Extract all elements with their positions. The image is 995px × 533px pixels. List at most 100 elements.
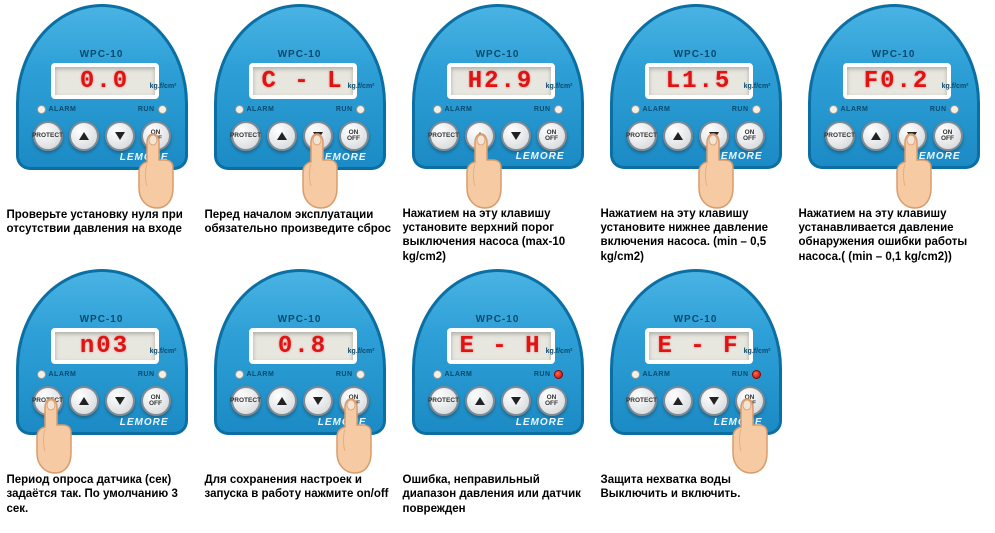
- panel-cell: PRESSURE CONTROLLER WPC-10 F0.2 kg.f/cm²…: [796, 4, 991, 264]
- led-row: ALARM RUN: [235, 105, 365, 114]
- lcd-value: 0.0: [80, 68, 129, 95]
- protect-button[interactable]: PROTECT: [825, 121, 855, 151]
- button-row: PROTECT ONOFF: [33, 386, 171, 416]
- unit-label: kg.f/cm²: [150, 348, 177, 355]
- run-led: [554, 105, 563, 114]
- unit-label: kg.f/cm²: [546, 348, 573, 355]
- controller-grid: PRESSURE CONTROLLER WPC-10 0.0 kg.f/cm² …: [0, 0, 995, 533]
- led-row: ALARM RUN: [433, 105, 563, 114]
- down-button[interactable]: [897, 121, 927, 151]
- protect-button[interactable]: PROTECT: [33, 386, 63, 416]
- up-button[interactable]: [69, 121, 99, 151]
- protect-button[interactable]: PROTECT: [33, 121, 63, 151]
- down-button[interactable]: [105, 386, 135, 416]
- alarm-led-label: ALARM: [841, 106, 869, 113]
- onoff-button[interactable]: ONOFF: [141, 386, 171, 416]
- onoff-button[interactable]: ONOFF: [141, 121, 171, 151]
- onoff-button[interactable]: ONOFF: [735, 386, 765, 416]
- protect-button[interactable]: PROTECT: [429, 386, 459, 416]
- up-button[interactable]: [861, 121, 891, 151]
- model-label: WPC-10: [217, 314, 383, 325]
- up-button[interactable]: [465, 121, 495, 151]
- panel-caption: Нажатием на эту клавишу установите нижне…: [601, 207, 791, 265]
- onoff-button[interactable]: ONOFF: [339, 386, 369, 416]
- brand-label: LEMORE: [714, 151, 763, 162]
- run-led: [356, 370, 365, 379]
- lcd-display: E - H: [447, 328, 555, 364]
- down-button[interactable]: [501, 121, 531, 151]
- lcd-value: E - F: [657, 333, 739, 360]
- button-row: PROTECT ONOFF: [627, 121, 765, 151]
- alarm-led: [631, 105, 640, 114]
- alarm-led: [829, 105, 838, 114]
- alarm-led-label: ALARM: [445, 106, 473, 113]
- run-led-label: RUN: [336, 371, 353, 378]
- lcd-display: C - L: [249, 63, 357, 99]
- alarm-led-label: ALARM: [247, 371, 275, 378]
- panel-cell: PRESSURE CONTROLLER WPC-10 n03 kg.f/cm² …: [4, 269, 199, 529]
- button-row: PROTECT ONOFF: [627, 386, 765, 416]
- alarm-led-label: ALARM: [445, 371, 473, 378]
- button-row: PROTECT ONOFF: [429, 386, 567, 416]
- model-label: WPC-10: [613, 49, 779, 60]
- panel-caption: Нажатием на эту клавишу установите верхн…: [403, 207, 593, 265]
- protect-button[interactable]: PROTECT: [627, 121, 657, 151]
- panel-caption: Защита нехватка воды Выключить и включит…: [601, 473, 791, 502]
- run-led-label: RUN: [138, 371, 155, 378]
- lcd-display: L1.5: [645, 63, 753, 99]
- down-button[interactable]: [105, 121, 135, 151]
- panel-cell: PRESSURE CONTROLLER WPC-10 C - L kg.f/cm…: [202, 4, 397, 264]
- down-button[interactable]: [303, 386, 333, 416]
- panel-cell: PRESSURE CONTROLLER WPC-10 E - H kg.f/cm…: [400, 269, 595, 529]
- unit-label: kg.f/cm²: [942, 83, 969, 90]
- run-led: [158, 370, 167, 379]
- model-label: WPC-10: [811, 49, 977, 60]
- alarm-led: [631, 370, 640, 379]
- lcd-value: C - L: [261, 68, 343, 95]
- lcd-value: n03: [80, 333, 129, 360]
- up-button[interactable]: [267, 121, 297, 151]
- brand-label: LEMORE: [318, 417, 367, 428]
- button-row: PROTECT ONOFF: [231, 386, 369, 416]
- run-led-label: RUN: [138, 106, 155, 113]
- run-led: [950, 105, 959, 114]
- panel-cell: PRESSURE CONTROLLER WPC-10 H2.9 kg.f/cm²…: [400, 4, 595, 264]
- up-button[interactable]: [663, 121, 693, 151]
- up-button[interactable]: [465, 386, 495, 416]
- protect-button[interactable]: PROTECT: [429, 121, 459, 151]
- pressure-controller-device: PRESSURE CONTROLLER WPC-10 F0.2 kg.f/cm²…: [808, 4, 980, 169]
- protect-button[interactable]: PROTECT: [231, 386, 261, 416]
- panel-caption: Для сохранения настроек и запуска в рабо…: [205, 473, 395, 502]
- model-label: WPC-10: [415, 314, 581, 325]
- down-button[interactable]: [501, 386, 531, 416]
- onoff-button[interactable]: ONOFF: [735, 121, 765, 151]
- up-button[interactable]: [663, 386, 693, 416]
- down-button[interactable]: [699, 121, 729, 151]
- panel-caption: Период опроса датчика (сек) задаётся так…: [7, 473, 197, 516]
- run-led-label: RUN: [732, 371, 749, 378]
- alarm-led: [235, 370, 244, 379]
- protect-button[interactable]: PROTECT: [231, 121, 261, 151]
- run-led-label: RUN: [930, 106, 947, 113]
- run-led-label: RUN: [534, 371, 551, 378]
- alarm-led: [433, 370, 442, 379]
- onoff-button[interactable]: ONOFF: [933, 121, 963, 151]
- onoff-button[interactable]: ONOFF: [537, 121, 567, 151]
- brand-label: LEMORE: [516, 417, 565, 428]
- lcd-display: E - F: [645, 328, 753, 364]
- run-led: [752, 370, 761, 379]
- unit-label: kg.f/cm²: [546, 83, 573, 90]
- protect-button[interactable]: PROTECT: [627, 386, 657, 416]
- up-button[interactable]: [267, 386, 297, 416]
- up-button[interactable]: [69, 386, 99, 416]
- alarm-led: [37, 105, 46, 114]
- down-button[interactable]: [303, 121, 333, 151]
- panel-caption: Перед началом эксплуатации обязательно п…: [205, 208, 395, 237]
- button-row: PROTECT ONOFF: [231, 121, 369, 151]
- down-button[interactable]: [699, 386, 729, 416]
- pressure-controller-device: PRESSURE CONTROLLER WPC-10 H2.9 kg.f/cm²…: [412, 4, 584, 169]
- onoff-button[interactable]: ONOFF: [537, 386, 567, 416]
- pressure-controller-device: PRESSURE CONTROLLER WPC-10 0.0 kg.f/cm² …: [16, 4, 188, 170]
- lcd-display: H2.9: [447, 63, 555, 99]
- onoff-button[interactable]: ONOFF: [339, 121, 369, 151]
